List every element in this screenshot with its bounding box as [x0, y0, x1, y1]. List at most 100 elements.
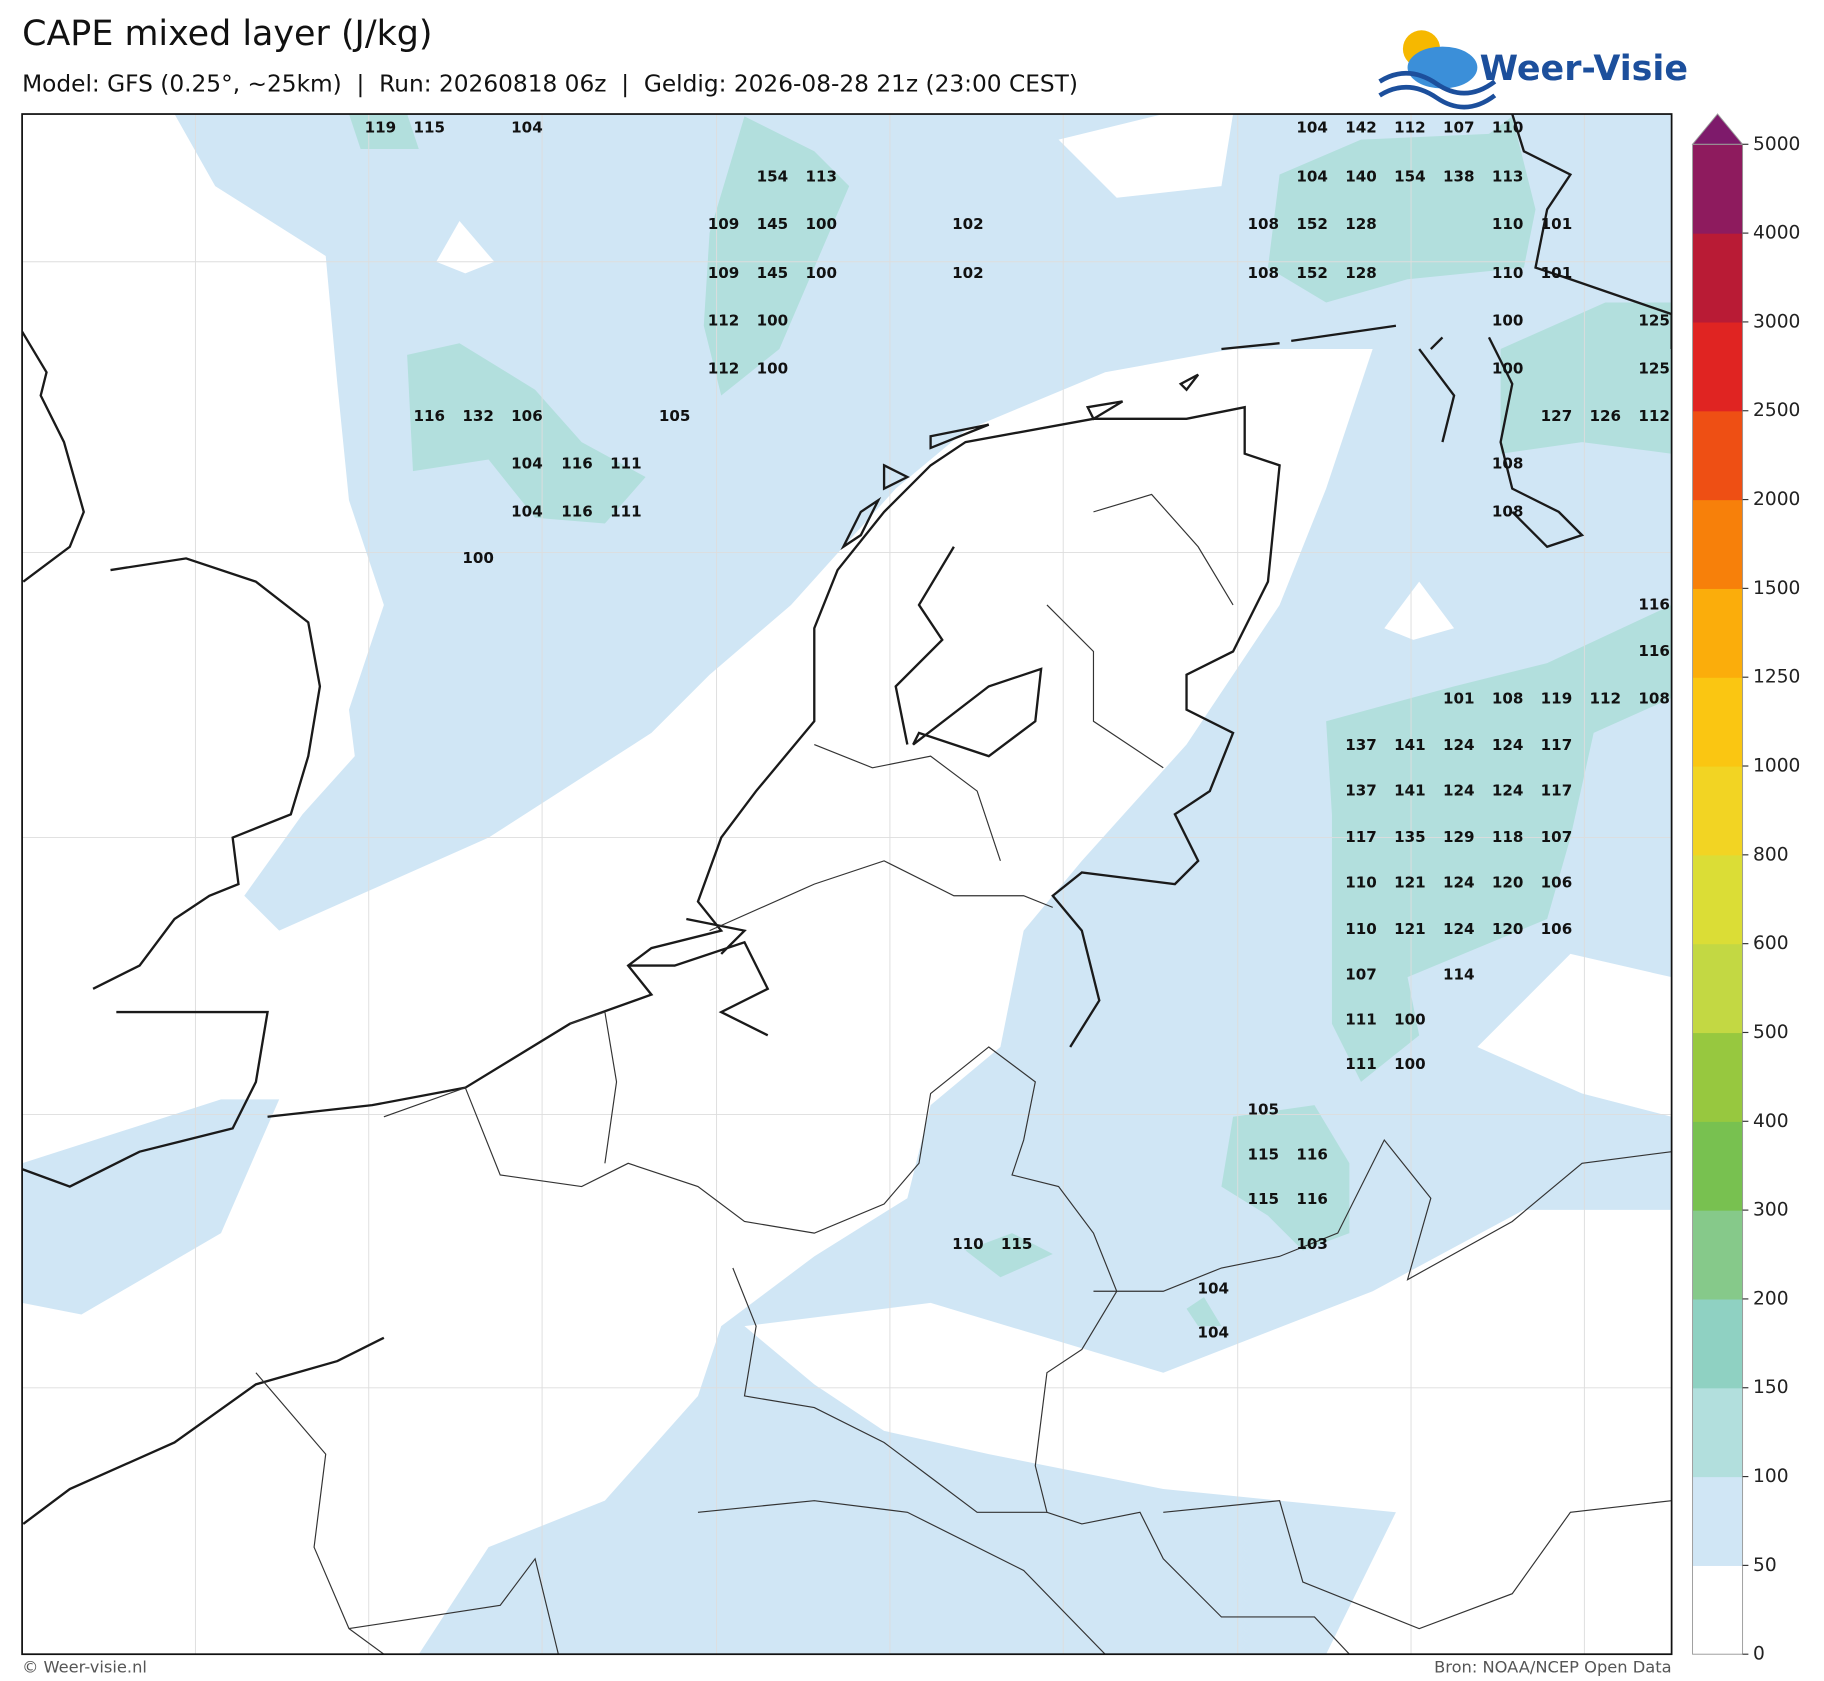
value-label: 128: [1345, 264, 1377, 282]
green-area: [348, 114, 419, 149]
value-label: 100: [1492, 359, 1524, 377]
title: CAPE mixed layer (J/kg): [22, 14, 432, 54]
colorbar-band: [1692, 499, 1743, 589]
field-100-150: [348, 114, 1672, 1327]
value-label: 132: [462, 407, 494, 425]
value-label: 152: [1296, 264, 1328, 282]
border: [569, 743, 1053, 1513]
value-label: 101: [1541, 264, 1573, 282]
logo: Weer-Visie: [1378, 30, 1688, 110]
colorbar-tick-label: 400: [1753, 1111, 1789, 1132]
green-area: [1326, 604, 1672, 1082]
colorbar-tick-label: 300: [1753, 1200, 1789, 1221]
value-label: 116: [1638, 642, 1670, 660]
value-label: 110: [1345, 873, 1377, 891]
logo-cloud: [1407, 46, 1478, 89]
green-area: [1186, 1297, 1222, 1327]
value-label: 110: [1492, 264, 1524, 282]
colorbar-band: [1692, 677, 1743, 767]
logo-wave: [1378, 84, 1497, 110]
colorbar-frame: [1692, 143, 1744, 1655]
value-label: 110: [1492, 215, 1524, 233]
value-label: 111: [1345, 1055, 1377, 1073]
colorbar-tick-label: 0: [1753, 1644, 1765, 1665]
value-label: 140: [1345, 167, 1377, 185]
value-label: 115: [413, 119, 445, 137]
colorbar-band: [1692, 144, 1743, 234]
value-label: 125: [1638, 359, 1670, 377]
green-area: [703, 116, 850, 396]
map: 119 115 104 104 142 112 107 110 154 113 104 140 154 1…: [22, 114, 1672, 1655]
logo-text: Weer-Visie: [1480, 49, 1688, 89]
colorbar-tick-label: 3000: [1753, 311, 1800, 332]
border: [255, 1372, 1672, 1655]
value-label: 110: [952, 1235, 984, 1253]
value-label: 108: [1638, 690, 1670, 708]
white-patch: [1384, 581, 1455, 640]
coastline-uk: [22, 330, 322, 1188]
coastlines: [22, 114, 1672, 1652]
value-label: 116: [1296, 1190, 1328, 1208]
colorbar-tick-label: 1500: [1753, 578, 1800, 599]
value-label: 145: [757, 215, 789, 233]
value-label: 108: [1248, 215, 1280, 233]
colorbar-extend: [1691, 113, 1744, 145]
footer-left: © Weer-visie.nl: [22, 1658, 147, 1677]
colorbar-tick-label: 500: [1753, 1022, 1789, 1043]
value-label: 104: [1296, 167, 1328, 185]
value-label: 117: [1541, 782, 1573, 800]
value-label: 108: [1492, 502, 1524, 520]
colorbar-band: [1692, 766, 1743, 856]
value-label: 109: [708, 264, 740, 282]
green-area: [1267, 116, 1536, 303]
white-south: [744, 1209, 1672, 1655]
value-label: 124: [1443, 920, 1475, 938]
value-label: 111: [1345, 1011, 1377, 1029]
value-label: 116: [1296, 1146, 1328, 1164]
value-label: 116: [1638, 595, 1670, 613]
footer-right: Bron: NOAA/NCEP Open Data: [1434, 1658, 1672, 1677]
value-label: 121: [1394, 873, 1426, 891]
colorbar-tick-label: 1000: [1753, 756, 1800, 777]
value-label: 141: [1394, 736, 1426, 754]
white-patch: [1058, 114, 1234, 198]
value-label: 124: [1443, 873, 1475, 891]
value-label: 108: [1248, 264, 1280, 282]
value-label: 105: [659, 407, 691, 425]
value-label: 101: [1541, 215, 1573, 233]
value-label: 106: [1541, 873, 1573, 891]
value-label: 116: [561, 502, 593, 520]
colorbar-tick-label: 2000: [1753, 489, 1800, 510]
value-label: 106: [1541, 920, 1573, 938]
value-label: 117: [1541, 736, 1573, 754]
border: [383, 1046, 1350, 1655]
value-label: 112: [1590, 690, 1622, 708]
value-label: 115: [1248, 1146, 1280, 1164]
colorbar-band: [1692, 1565, 1743, 1655]
coastline-islands: [840, 324, 1444, 551]
value-label: 103: [1296, 1235, 1328, 1253]
value-label: 119: [1541, 690, 1573, 708]
colorbar-band: [1692, 321, 1743, 412]
colorbar-band: [1692, 410, 1743, 501]
value-label: 112: [1638, 407, 1670, 425]
green-area: [407, 343, 646, 524]
subtitle: Model: GFS (0.25°, ~25km) | Run: 2026081…: [22, 70, 1078, 97]
value-label: 108: [1492, 690, 1524, 708]
graticule: [22, 114, 1672, 1655]
colorbar-band: [1692, 943, 1743, 1034]
value-label: 128: [1345, 215, 1377, 233]
field-below-50: [22, 114, 1672, 1655]
green-area: [1500, 302, 1672, 454]
value-label: 121: [1394, 920, 1426, 938]
value-label: 109: [708, 215, 740, 233]
value-label: 135: [1394, 828, 1426, 846]
value-label: 120: [1492, 873, 1524, 891]
colorbar-band: [1692, 1121, 1743, 1211]
white-patch: [436, 221, 495, 274]
value-label: 113: [805, 167, 837, 185]
value-label: 102: [952, 264, 984, 282]
value-label: 104: [1296, 119, 1328, 137]
colorbar-tick-label: 800: [1753, 844, 1789, 865]
